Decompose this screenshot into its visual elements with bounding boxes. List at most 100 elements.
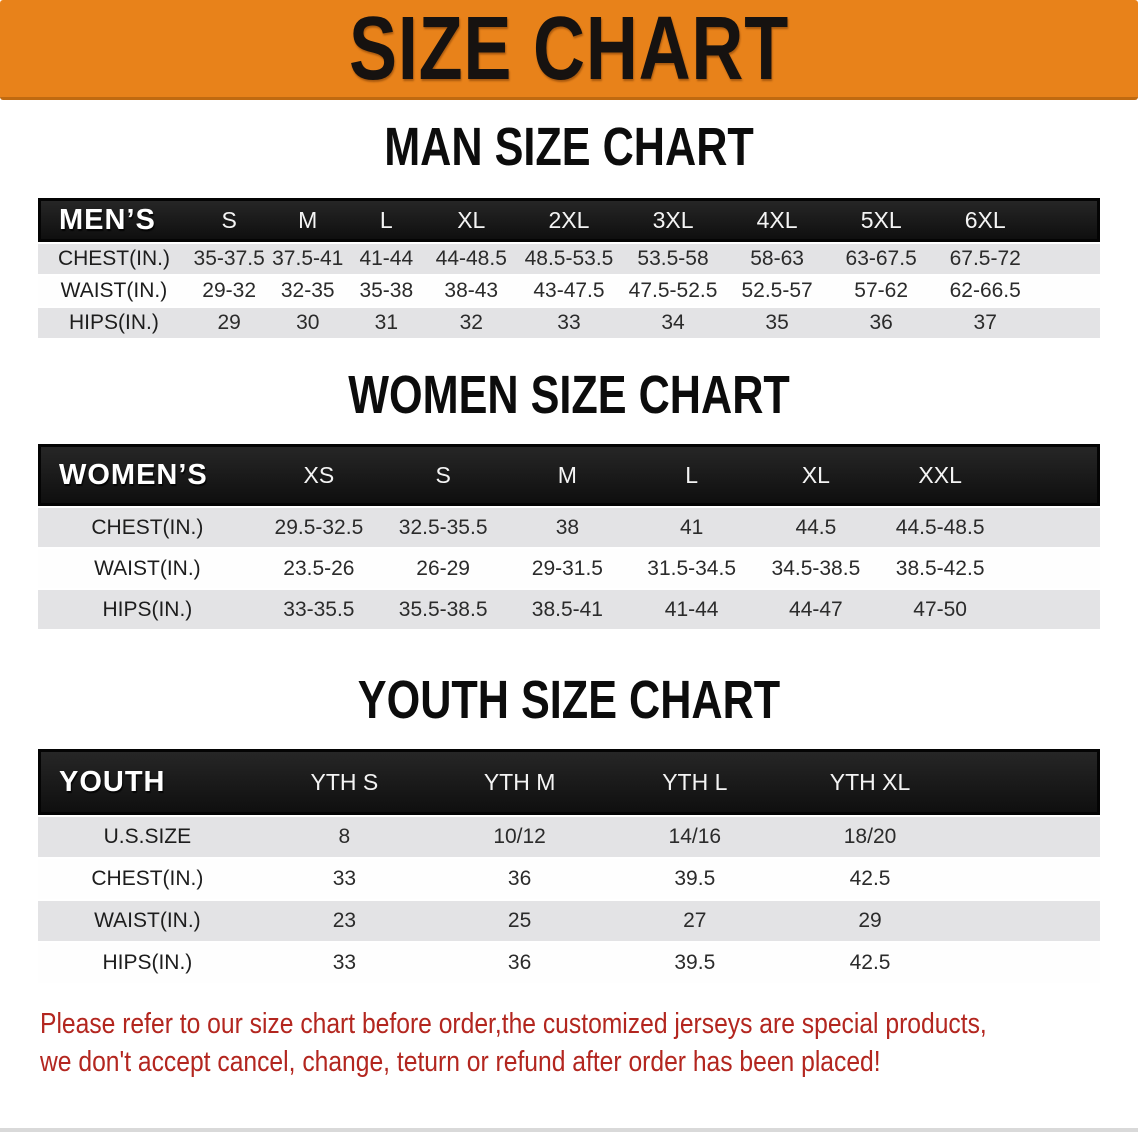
women-hips-row: HIPS(IN.) 33-35.5 35.5-38.5 38.5-41 41-4… [38,588,1100,629]
women-col-l: L [629,444,754,506]
disclaimer-line-1: Please refer to our size chart before or… [40,1008,987,1040]
table-cell: 38.5-42.5 [878,547,1003,588]
women-size-table: WOMEN’S XS S M L XL XXL CHEST(IN.) 29.5-… [38,444,1100,629]
table-cell: 29.5-32.5 [256,506,382,547]
table-cell: 27 [607,899,783,941]
youth-chest-row: CHEST(IN.) 33 36 39.5 42.5 [38,857,1100,899]
table-cell: 35-37.5 [189,242,269,274]
table-cell: 33 [256,941,432,983]
men-col-4xl: 4XL [725,198,830,242]
youth-size-table: YOUTH YTH S YTH M YTH L YTH XL U.S.SIZE … [38,749,1100,983]
row-label: HIPS(IN.) [38,588,257,629]
table-cell: 44.5-48.5 [878,506,1003,547]
youth-section-title: YOUTH SIZE CHART [357,670,781,730]
men-col-l: L [347,198,426,242]
table-cell: 30 [268,306,348,338]
table-cell: 29-31.5 [505,547,630,588]
table-cell: 44.5 [753,506,879,547]
table-cell: 38 [505,506,630,547]
women-col-m: M [505,444,630,506]
row-label: CHEST(IN.) [38,857,257,899]
table-cell: 8 [256,815,432,857]
spacer-cell [957,899,1100,941]
table-cell: 36 [431,941,608,983]
table-cell: 32-35 [268,274,348,306]
men-col-2xl: 2XL [516,198,621,242]
table-cell: 37.5-41 [268,242,348,274]
men-size-table: MEN’S S M L XL 2XL 3XL 4XL 5XL 6XL CHEST… [38,198,1100,338]
row-label: WAIST(IN.) [38,547,257,588]
table-cell: 38.5-41 [505,588,630,629]
spacer-cell [957,941,1100,983]
row-label: CHEST(IN.) [38,506,257,547]
table-cell: 53.5-58 [621,242,726,274]
table-cell: 62-66.5 [933,274,1038,306]
row-label: HIPS(IN.) [38,941,257,983]
row-label: WAIST(IN.) [38,274,190,306]
size-chart-banner: SIZE CHART [0,0,1138,100]
women-col-xxl: XXL [878,444,1003,506]
table-cell: 35 [725,306,830,338]
spacer-cell [957,815,1100,857]
table-cell: 33 [516,306,621,338]
table-cell: 29-32 [189,274,269,306]
men-col-m: M [268,198,348,242]
spacer-cell [957,857,1100,899]
youth-header-row: YOUTH YTH S YTH M YTH L YTH XL [38,749,1100,815]
table-cell: 33 [256,857,432,899]
table-cell: 37 [933,306,1038,338]
table-cell: 58-63 [725,242,830,274]
spacer-cell [1037,198,1100,242]
spacer-cell [1037,242,1100,274]
spacer-cell [1037,274,1100,306]
youth-hips-row: HIPS(IN.) 33 36 39.5 42.5 [38,941,1100,983]
table-cell: 18/20 [782,815,958,857]
men-col-s: S [189,198,269,242]
table-cell: 29 [782,899,958,941]
table-cell: 36 [829,306,934,338]
men-col-xl: XL [425,198,517,242]
women-col-xl: XL [753,444,879,506]
table-cell: 32.5-35.5 [381,506,506,547]
women-chest-row: CHEST(IN.) 29.5-32.5 32.5-35.5 38 41 44.… [38,506,1100,547]
women-section-title: WOMEN SIZE CHART [348,365,790,425]
spacer-cell [1002,547,1100,588]
spacer-cell [1002,506,1100,547]
table-cell: 39.5 [607,857,783,899]
women-header-row: WOMEN’S XS S M L XL XXL [38,444,1100,506]
youth-col-s: YTH S [256,749,432,815]
men-col-6xl: 6XL [933,198,1038,242]
women-col-s: S [381,444,506,506]
table-cell: 23 [256,899,432,941]
table-cell: 14/16 [607,815,783,857]
youth-waist-row: WAIST(IN.) 23 25 27 29 [38,899,1100,941]
table-cell: 41 [629,506,754,547]
table-cell: 29 [189,306,269,338]
spacer-cell [1002,444,1100,506]
men-header-row: MEN’S S M L XL 2XL 3XL 4XL 5XL 6XL [38,198,1100,242]
table-cell: 42.5 [782,857,958,899]
banner-title: SIZE CHART [349,0,789,99]
table-cell: 31 [347,306,426,338]
table-cell: 38-43 [425,274,517,306]
men-section-title: MAN SIZE CHART [384,117,754,177]
women-waist-row: WAIST(IN.) 23.5-26 26-29 29-31.5 31.5-34… [38,547,1100,588]
table-cell: 48.5-53.5 [516,242,621,274]
table-cell: 67.5-72 [933,242,1038,274]
table-cell: 47.5-52.5 [621,274,726,306]
women-col-xs: XS [256,444,382,506]
table-cell: 32 [425,306,517,338]
table-cell: 23.5-26 [256,547,382,588]
table-cell: 43-47.5 [516,274,621,306]
table-cell: 41-44 [347,242,426,274]
men-chest-row: CHEST(IN.) 35-37.5 37.5-41 41-44 44-48.5… [38,242,1100,274]
table-cell: 63-67.5 [829,242,934,274]
row-label: WAIST(IN.) [38,899,257,941]
youth-ussize-row: U.S.SIZE 8 10/12 14/16 18/20 [38,815,1100,857]
table-cell: 52.5-57 [725,274,830,306]
youth-col-m: YTH M [431,749,608,815]
disclaimer: Please refer to our size chart before or… [40,1005,1138,1081]
men-corner-label: MEN’S [38,198,190,242]
table-cell: 35.5-38.5 [381,588,506,629]
table-cell: 34 [621,306,726,338]
